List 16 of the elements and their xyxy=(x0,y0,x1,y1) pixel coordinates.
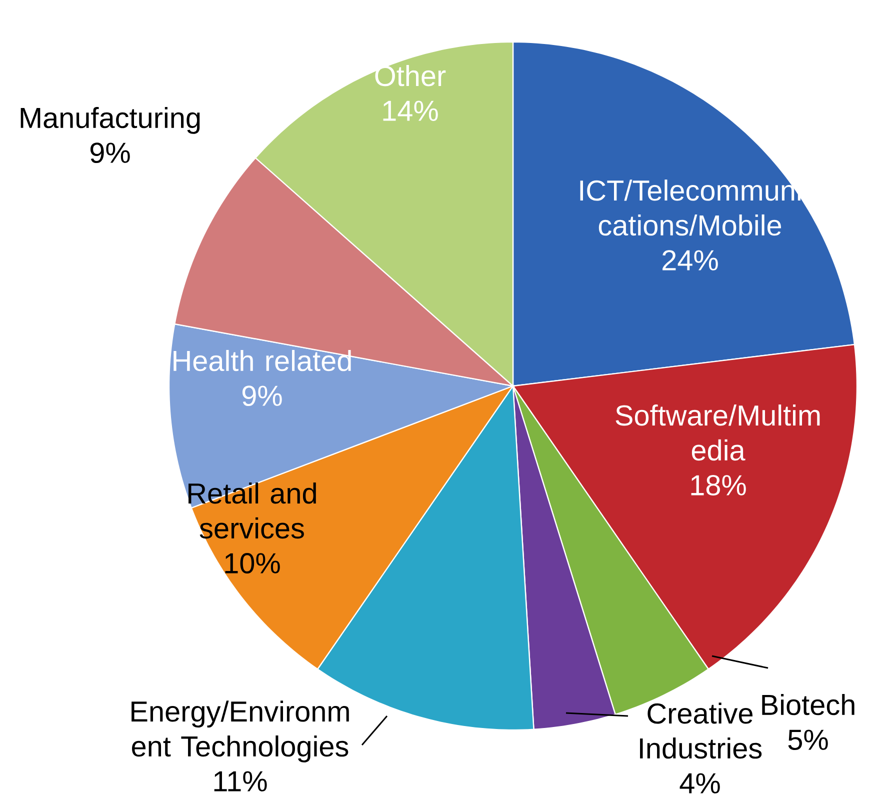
slice-label: Manufacturing xyxy=(20,106,200,134)
data-label: 10% xyxy=(225,553,280,574)
slice-label: Biotech xyxy=(762,694,854,716)
data-label: 18% xyxy=(691,475,746,496)
data-label: 9% xyxy=(90,142,130,164)
data-label: 5% xyxy=(788,730,828,750)
slice-label: Other xyxy=(375,65,446,86)
data-label: 9% xyxy=(242,386,282,406)
slice-label: Health related xyxy=(174,350,351,372)
slice-label: Software/Multim edia xyxy=(616,404,820,461)
data-label: 14% xyxy=(383,100,438,121)
data-label: 11% xyxy=(214,771,267,792)
slice-label: Creative Industries xyxy=(640,702,762,759)
data-label: 4% xyxy=(680,773,720,794)
slice-label: Energy/Environm ent Technologies xyxy=(132,700,349,762)
data-label: 24% xyxy=(662,250,718,270)
